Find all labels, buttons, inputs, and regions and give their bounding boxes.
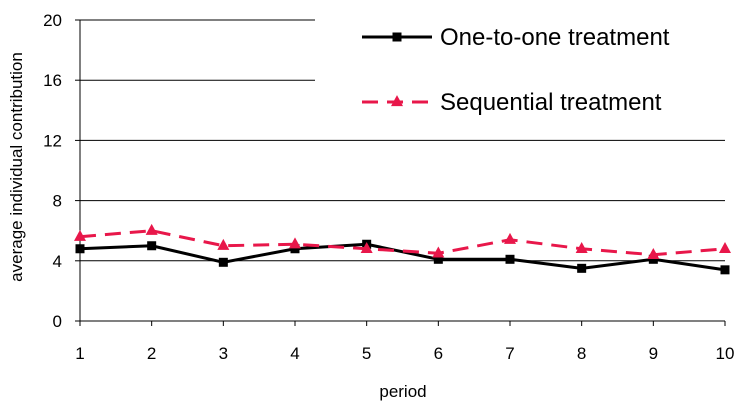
x-axis-ticks: 1 2 3 4 5 6 7 8 9 10 xyxy=(75,321,734,363)
data-point-one-to-one xyxy=(290,244,300,254)
axes xyxy=(79,20,725,322)
y-tick-label: 4 xyxy=(53,252,62,271)
x-tick-label: 7 xyxy=(505,344,514,363)
series-sequential xyxy=(74,223,731,259)
data-point-sequential xyxy=(145,223,158,235)
data-point-sequential xyxy=(217,238,230,250)
data-point-one-to-one xyxy=(577,263,587,273)
y-axis-title: average individual contribution xyxy=(7,52,26,282)
data-series xyxy=(74,223,731,275)
legend-label-one-to-one: One-to-one treatment xyxy=(440,24,670,51)
legend-item-sequential: Sequential treatment xyxy=(362,89,662,116)
x-tick-label: 2 xyxy=(147,344,156,363)
data-point-sequential xyxy=(719,241,731,253)
legend-label-sequential: Sequential treatment xyxy=(440,89,662,116)
data-point-sequential xyxy=(432,246,445,258)
data-point-one-to-one xyxy=(505,254,515,264)
gridlines xyxy=(80,19,725,262)
data-point-sequential xyxy=(289,237,301,249)
x-tick-label: 1 xyxy=(75,344,84,363)
data-point-sequential xyxy=(504,232,516,244)
legend-marker-sequential xyxy=(391,95,403,107)
data-point-one-to-one xyxy=(75,244,85,254)
x-tick-label: 4 xyxy=(290,344,299,363)
series-one-to-one xyxy=(75,239,730,275)
data-point-sequential xyxy=(360,241,373,253)
x-tick-label: 8 xyxy=(577,344,586,363)
data-point-one-to-one xyxy=(648,254,658,264)
x-tick-label: 3 xyxy=(219,344,228,363)
x-axis-title: period xyxy=(379,382,426,401)
series-line-one-to-one xyxy=(79,242,726,272)
x-tick-label: 9 xyxy=(649,344,658,363)
y-axis-ticks: 0 4 8 12 16 20 xyxy=(43,11,80,331)
y-tick-label: 16 xyxy=(43,71,62,90)
data-point-sequential xyxy=(575,241,588,253)
x-tick-label: 10 xyxy=(716,344,735,363)
x-tick-label: 6 xyxy=(434,344,443,363)
data-point-sequential xyxy=(74,229,86,241)
legend-item-one-to-one: One-to-one treatment xyxy=(362,24,670,51)
y-tick-label: 20 xyxy=(43,11,62,30)
legend: One-to-one treatment Sequential treatment xyxy=(362,24,670,116)
y-tick-label: 12 xyxy=(43,131,62,150)
data-point-one-to-one xyxy=(218,257,228,267)
data-point-one-to-one xyxy=(147,241,157,251)
x-tick-label: 5 xyxy=(362,344,371,363)
series-line-sequential xyxy=(79,229,726,257)
y-tick-label: 0 xyxy=(53,312,62,331)
data-point-sequential xyxy=(647,247,660,259)
legend-marker-one-to-one xyxy=(392,32,402,42)
data-point-one-to-one xyxy=(433,254,443,264)
data-point-one-to-one xyxy=(720,265,730,275)
y-tick-label: 8 xyxy=(53,192,62,211)
